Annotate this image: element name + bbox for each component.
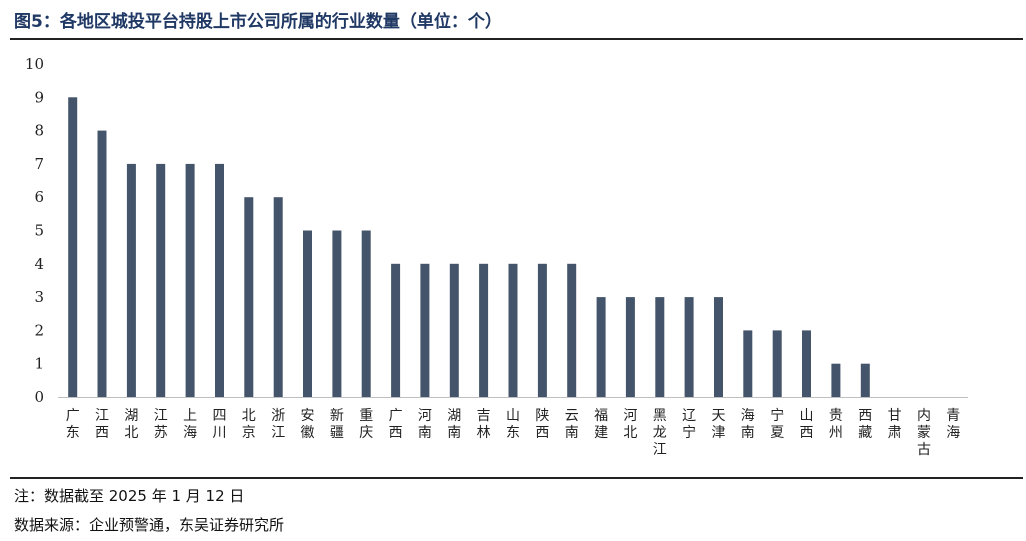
x-tick-label: 新疆 (330, 408, 344, 441)
x-tick-label: 安徽 (301, 408, 315, 441)
x-tick-label: 宁夏 (770, 407, 784, 441)
bar-山东 (508, 263, 518, 397)
x-tick-label: 吉林 (477, 408, 491, 441)
bar-黑龙江 (655, 297, 665, 397)
bar-上海 (185, 163, 195, 397)
y-tick-label: 7 (34, 155, 44, 173)
bar-吉林 (479, 263, 489, 397)
x-tick-label: 江西 (95, 408, 109, 441)
bar-chart: 0 1 2 3 4 5 6 7 8 9 10 广东江西湖北江苏上海四川北京浙江安徽新疆重庆广西河南湖… (25, 55, 968, 458)
x-tick-label: 福建 (594, 408, 608, 441)
x-tick-label: 辽宁 (682, 408, 696, 441)
x-tick-label: 湖南 (447, 408, 461, 441)
bar-安徽 (303, 230, 312, 397)
y-tick-label: 5 (34, 222, 44, 240)
x-tick-label: 天津 (712, 408, 726, 441)
bar-福建 (596, 297, 606, 397)
y-tick-label: 8 (34, 122, 44, 140)
x-tick-label: 陕西 (535, 408, 549, 441)
x-tick-label: 山东 (506, 408, 520, 441)
bar-海南 (743, 330, 753, 397)
x-tick-label: 北京 (242, 408, 256, 441)
x-tick-label: 广东 (66, 408, 80, 441)
x-tick-label: 海南 (741, 408, 755, 441)
bar-陕西 (537, 263, 547, 397)
source-note: 数据来源：企业预警通，东吴证券研究所 (14, 516, 285, 534)
bar-广西 (391, 263, 401, 397)
y-axis: 0 1 2 3 4 5 6 7 8 9 10 (25, 55, 44, 406)
bar-河南 (420, 263, 430, 397)
bar-湖北 (126, 163, 136, 397)
y-tick-label: 10 (25, 55, 44, 73)
bar-广东 (68, 97, 78, 398)
y-tick-label: 2 (34, 321, 44, 339)
bar-重庆 (361, 230, 371, 397)
x-tick-label: 内蒙古 (917, 408, 931, 458)
bar-贵州 (831, 363, 841, 397)
bar-江西 (97, 130, 107, 397)
x-tick-label: 湖北 (124, 408, 138, 441)
y-tick-label: 1 (34, 355, 44, 373)
y-tick-label: 4 (34, 255, 44, 273)
bar-辽宁 (684, 297, 694, 397)
title-rule (10, 38, 1023, 40)
x-tick-label: 贵州 (829, 408, 843, 441)
bar-新疆 (332, 230, 342, 397)
y-tick-label: 9 (34, 88, 44, 106)
bar-山西 (802, 330, 811, 397)
chart-title: 图5：各地区城投平台持股上市公司所属的行业数量（单位：个） (14, 12, 502, 32)
bar-北京 (244, 197, 254, 397)
date-note: 注：数据截至 2025 年 1 月 12 日 (14, 487, 245, 505)
x-tick-label: 甘肃 (888, 408, 902, 441)
y-tick-label: 3 (34, 288, 44, 306)
x-tick-label: 四川 (213, 408, 227, 441)
x-tick-label: 山西 (800, 408, 814, 441)
bar-浙江 (273, 197, 283, 397)
x-tick-label: 河南 (418, 408, 432, 441)
x-tick-label: 上海 (183, 408, 197, 441)
x-tick-label: 西藏 (858, 408, 872, 441)
x-tick-label: 重庆 (359, 408, 373, 441)
bar-宁夏 (772, 330, 782, 397)
footer-rule (10, 477, 1023, 479)
bar-天津 (714, 297, 723, 397)
y-tick-label: 0 (34, 388, 44, 406)
x-tick-label: 广西 (389, 408, 403, 441)
bar-四川 (215, 163, 224, 397)
x-tick-label: 浙江 (271, 408, 285, 441)
x-tick-label: 云南 (565, 408, 579, 441)
bar-云南 (567, 263, 577, 397)
bar-江苏 (156, 163, 166, 397)
y-tick-label: 6 (34, 188, 44, 206)
bar-河北 (625, 297, 635, 397)
x-axis-labels: 广东江西湖北江苏上海四川北京浙江安徽新疆重庆广西河南湖南吉林山东陕西云南福建河北… (66, 407, 961, 458)
x-tick-label: 河北 (623, 408, 637, 441)
bar-湖南 (449, 263, 459, 397)
x-tick-label: 黑龙江 (653, 408, 667, 458)
bar-西藏 (860, 363, 870, 397)
bars (68, 97, 870, 398)
x-tick-label: 江苏 (154, 408, 168, 441)
x-tick-label: 青海 (946, 408, 960, 441)
